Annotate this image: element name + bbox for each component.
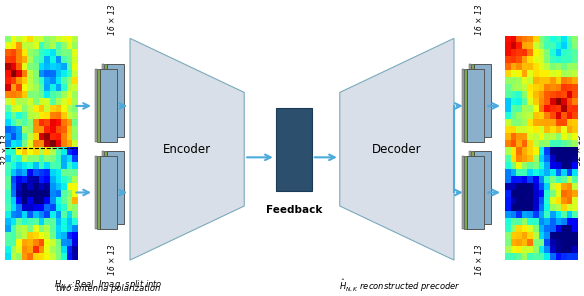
Polygon shape (130, 38, 244, 260)
Text: Feedback: Feedback (266, 205, 322, 215)
Text: 16 × 13: 16 × 13 (108, 244, 117, 275)
Text: 32 × 13: 32 × 13 (573, 134, 583, 165)
Bar (471, 64, 474, 137)
Bar (467, 70, 484, 142)
Bar (464, 70, 467, 142)
Bar (470, 64, 471, 137)
Bar (104, 151, 107, 223)
Bar (107, 64, 124, 137)
Bar (104, 64, 107, 137)
Bar (107, 151, 124, 223)
Text: Encoder: Encoder (163, 143, 211, 156)
Bar (467, 156, 484, 229)
Bar (100, 156, 117, 229)
Bar (463, 156, 464, 229)
Polygon shape (340, 38, 454, 260)
Bar (102, 64, 104, 137)
Text: two antenna polarization: two antenna polarization (56, 284, 161, 293)
Text: 32 × 13: 32 × 13 (1, 134, 11, 165)
Bar (276, 107, 312, 192)
Text: $H_{N,K}$:Real, Imag  split into: $H_{N,K}$:Real, Imag split into (54, 278, 163, 291)
Bar (470, 151, 471, 223)
Bar (97, 70, 100, 142)
Bar (97, 156, 100, 229)
Bar (474, 64, 491, 137)
Bar (471, 151, 474, 223)
Bar (95, 156, 97, 229)
Text: 16 × 13: 16 × 13 (475, 244, 484, 275)
Bar (463, 70, 464, 142)
Bar (464, 156, 467, 229)
Bar (474, 151, 491, 223)
Text: 16 × 13: 16 × 13 (108, 4, 117, 35)
Text: 16 × 13: 16 × 13 (475, 4, 484, 35)
Text: Decoder: Decoder (372, 143, 422, 156)
Bar (100, 70, 117, 142)
Bar (102, 151, 104, 223)
Bar (95, 70, 97, 142)
Text: $\hat{H}_{N,K}$ reconstructed precoder: $\hat{H}_{N,K}$ reconstructed precoder (339, 278, 461, 294)
